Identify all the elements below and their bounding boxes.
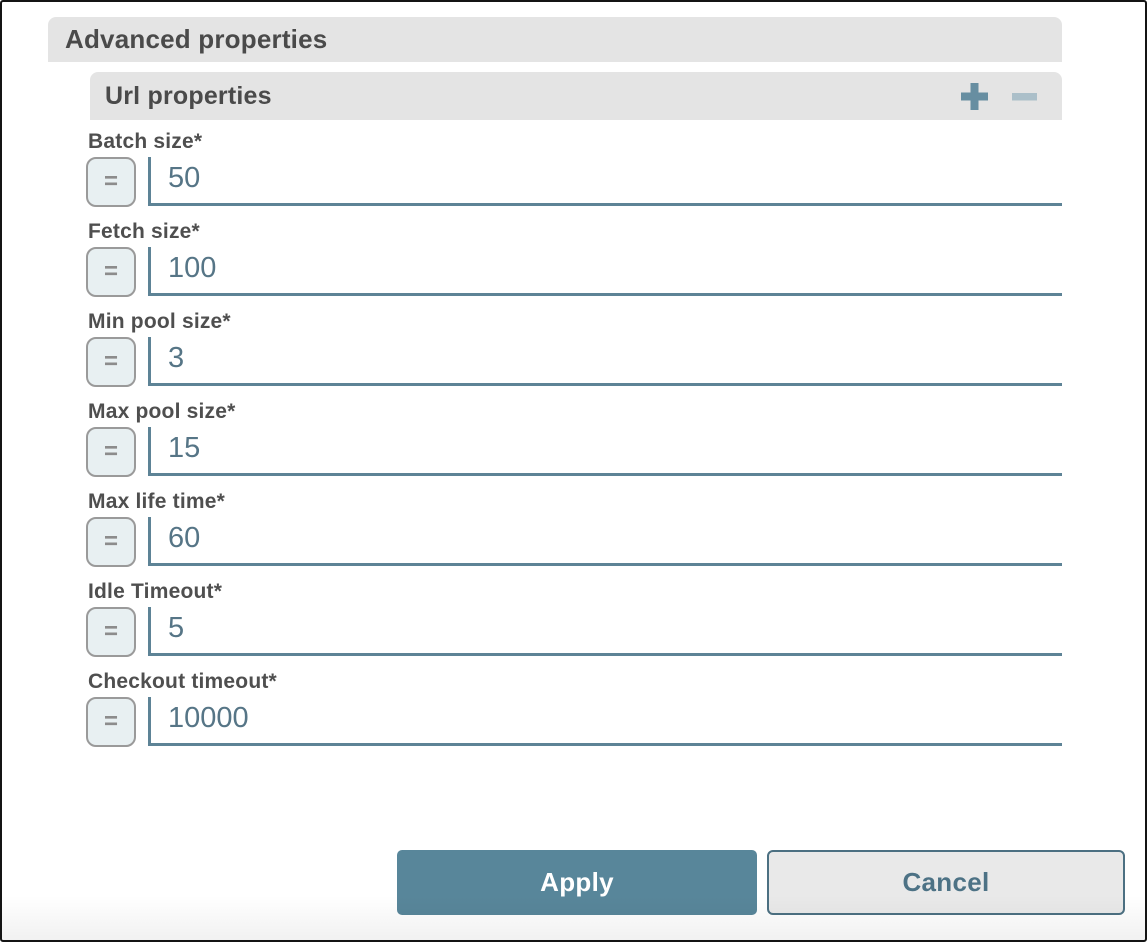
field-input-underline [148, 157, 1062, 206]
field-input-underline [148, 517, 1062, 566]
field-label: Batch size* [88, 130, 203, 153]
field-row: Min pool size* = [2, 308, 1145, 398]
field-label: Fetch size* [88, 220, 200, 243]
section-header-url-properties[interactable]: Url properties [90, 72, 1062, 120]
field-input-underline [148, 427, 1062, 476]
operator-equals-button[interactable]: = [86, 427, 136, 477]
field-value-input[interactable] [151, 337, 1062, 383]
field-value-input[interactable] [151, 157, 1062, 203]
field-value-input[interactable] [151, 427, 1062, 473]
field-label: Min pool size* [88, 310, 231, 333]
field-label: Idle Timeout* [88, 580, 223, 603]
operator-equals-button[interactable]: = [86, 697, 136, 747]
field-label: Checkout timeout* [88, 670, 277, 693]
section-title: Advanced properties [65, 24, 328, 54]
field-input-underline [148, 247, 1062, 296]
field-row: Checkout timeout* = [2, 668, 1145, 758]
field-input-underline [148, 337, 1062, 386]
field-input-underline [148, 697, 1062, 746]
operator-equals-button[interactable]: = [86, 517, 136, 567]
field-label: Max life time* [88, 490, 226, 513]
field-row: Fetch size* = [2, 218, 1145, 308]
minus-icon[interactable] [1008, 80, 1040, 112]
field-input-underline [148, 607, 1062, 656]
field-row: Max life time* = [2, 488, 1145, 578]
subsection-title: Url properties [105, 81, 272, 110]
section-header-advanced-properties[interactable]: Advanced properties [48, 17, 1062, 62]
field-value-input[interactable] [151, 607, 1062, 653]
apply-button[interactable]: Apply [397, 850, 757, 915]
field-label: Max pool size* [88, 400, 236, 423]
field-row: Batch size* = [2, 128, 1145, 218]
field-row: Max pool size* = [2, 398, 1145, 488]
field-row: Idle Timeout* = [2, 578, 1145, 668]
operator-equals-button[interactable]: = [86, 337, 136, 387]
cancel-button[interactable]: Cancel [767, 850, 1125, 915]
field-value-input[interactable] [151, 247, 1062, 293]
fields-list: Batch size* = Fetch size* = Min pool siz… [2, 128, 1145, 758]
operator-equals-button[interactable]: = [86, 607, 136, 657]
field-value-input[interactable] [151, 517, 1062, 563]
operator-equals-button[interactable]: = [86, 157, 136, 207]
field-value-input[interactable] [151, 697, 1062, 743]
plus-icon[interactable] [958, 80, 990, 112]
operator-equals-button[interactable]: = [86, 247, 136, 297]
